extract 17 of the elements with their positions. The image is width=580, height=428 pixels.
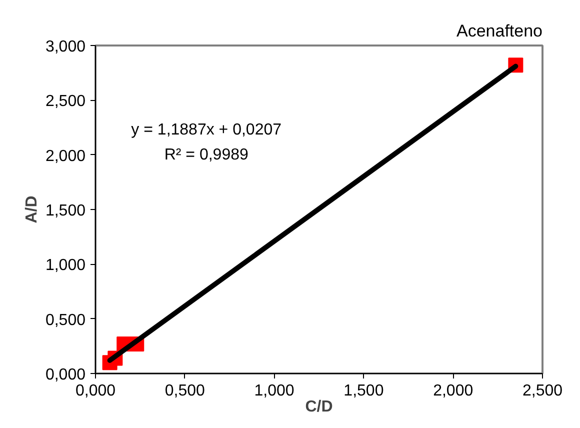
x-axis-title: C/D — [305, 398, 333, 416]
y-tick-label: 2,000 — [45, 148, 86, 165]
y-tick-label: 1,000 — [45, 257, 86, 274]
x-tick-label: 1,000 — [254, 382, 294, 400]
y-tick-label: 3,000 — [45, 38, 86, 56]
y-tick-label: 0,000 — [45, 366, 86, 384]
x-tick-label: 0,500 — [164, 382, 206, 400]
y-axis-title: A/D — [23, 196, 40, 224]
x-tick-label: 1,500 — [344, 382, 384, 400]
x-tick-label: 2,000 — [433, 382, 474, 400]
x-tick-label: 2,500 — [522, 382, 563, 400]
annotation: y = 1,1887x + 0,0207 R² = 0,9989 — [131, 121, 282, 164]
y-tick-label: 2,500 — [45, 93, 86, 110]
chart-title: Acenafteno — [456, 22, 543, 40]
y-tick-label: 1,500 — [45, 202, 86, 220]
x-tick-label: 0,000 — [75, 382, 116, 400]
y-tick-label: 0,500 — [45, 312, 86, 329]
